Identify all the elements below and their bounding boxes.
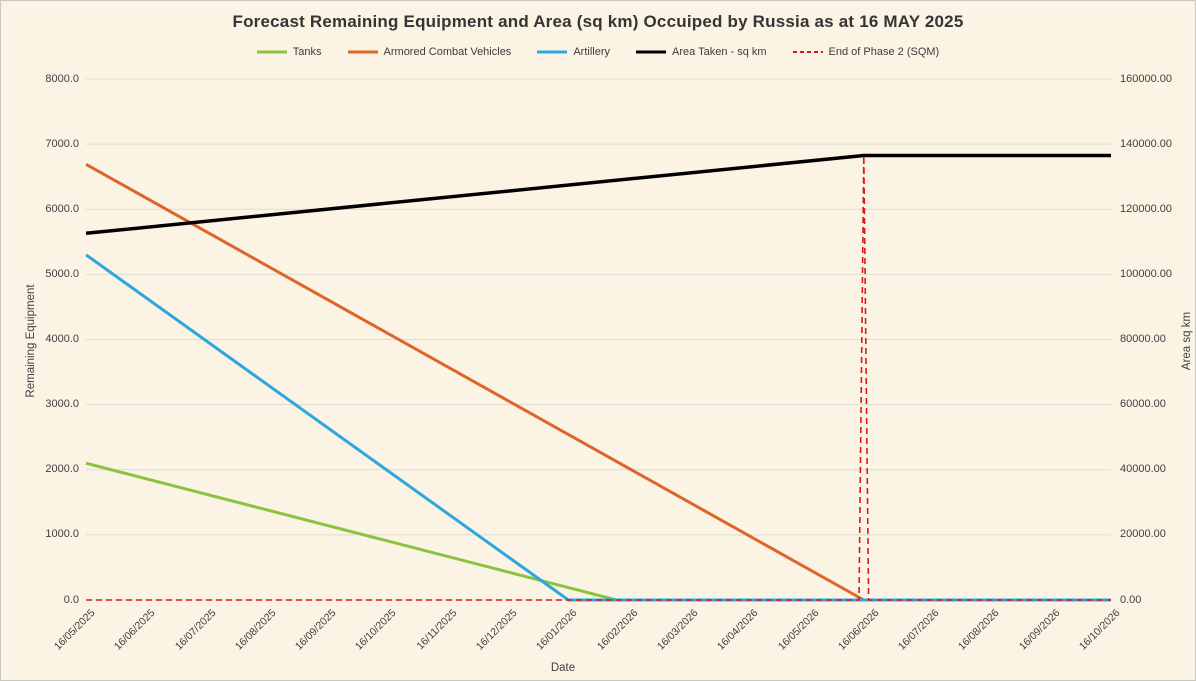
y-right-tick-label: 60000.00 <box>1120 398 1166 411</box>
legend-item-end-of-phase-2-sqm: End of Phase 2 (SQM) <box>792 46 940 58</box>
legend-swatch-armored-combat-vehicles <box>347 50 378 54</box>
legend-label: Tanks <box>292 46 322 58</box>
legend-item-armored-combat-vehicles: Armored Combat Vehicles <box>347 46 512 58</box>
y-left-tick-label: 3000.0 <box>45 398 79 411</box>
y-right-tick-label: 100000.00 <box>1120 267 1172 280</box>
y-right-tick-label: 20000.00 <box>1120 528 1166 541</box>
y-left-tick-label: 4000.0 <box>45 333 79 345</box>
legend-label: End of Phase 2 (SQM) <box>828 46 940 58</box>
y-left-tick-label: 0.0 <box>63 593 79 606</box>
y-right-tick-label: 140000.00 <box>1120 137 1172 150</box>
legend-label: Armored Combat Vehicles <box>383 46 512 58</box>
y-right-tick-label: 0.00 <box>1120 593 1142 606</box>
legend-label: Artillery <box>573 46 610 58</box>
legend: Tanks Armored Combat Vehicles Artillery Are… <box>1 46 1195 58</box>
series-line-end-of-phase-2-sqm <box>86 154 1111 601</box>
y-left-tick-label: 2000.0 <box>45 463 79 476</box>
y-left-tick-label: 6000.0 <box>45 202 79 215</box>
chart-title: Forecast Remaining Equipment and Area (s… <box>232 12 964 31</box>
legend-swatch-tanks <box>256 50 287 54</box>
y-left-tick-label: 8000.0 <box>45 72 79 85</box>
legend-label: Area Taken - sq km <box>671 46 767 58</box>
series-line-artillery <box>85 253 1111 602</box>
legend-swatch-end-of-phase-2-sqm <box>792 51 823 53</box>
y-left-tick-label: 7000.0 <box>45 137 79 150</box>
legend-item-tanks: Tanks <box>256 46 322 58</box>
series-line-tanks <box>85 461 1111 602</box>
y-right-tick-label: 160000.00 <box>1120 72 1172 85</box>
legend-item-artillery: Artillery <box>537 46 610 58</box>
x-axis-title: Date <box>550 662 576 674</box>
legend-item-area-taken-sq-km: Area Taken - sq km <box>635 46 767 58</box>
y-left-tick-label: 5000.0 <box>45 267 79 280</box>
legend-swatch-artillery <box>537 50 568 54</box>
y-right-tick-label: 120000.00 <box>1120 202 1172 215</box>
y-left-tick-label: 1000.0 <box>45 528 79 541</box>
legend-swatch-area-taken-sq-km <box>635 50 666 54</box>
y-right-tick-label: 80000.00 <box>1120 333 1166 345</box>
series-line-area-taken-sq-km <box>85 153 1111 236</box>
y-right-tick-label: 40000.00 <box>1120 463 1166 476</box>
